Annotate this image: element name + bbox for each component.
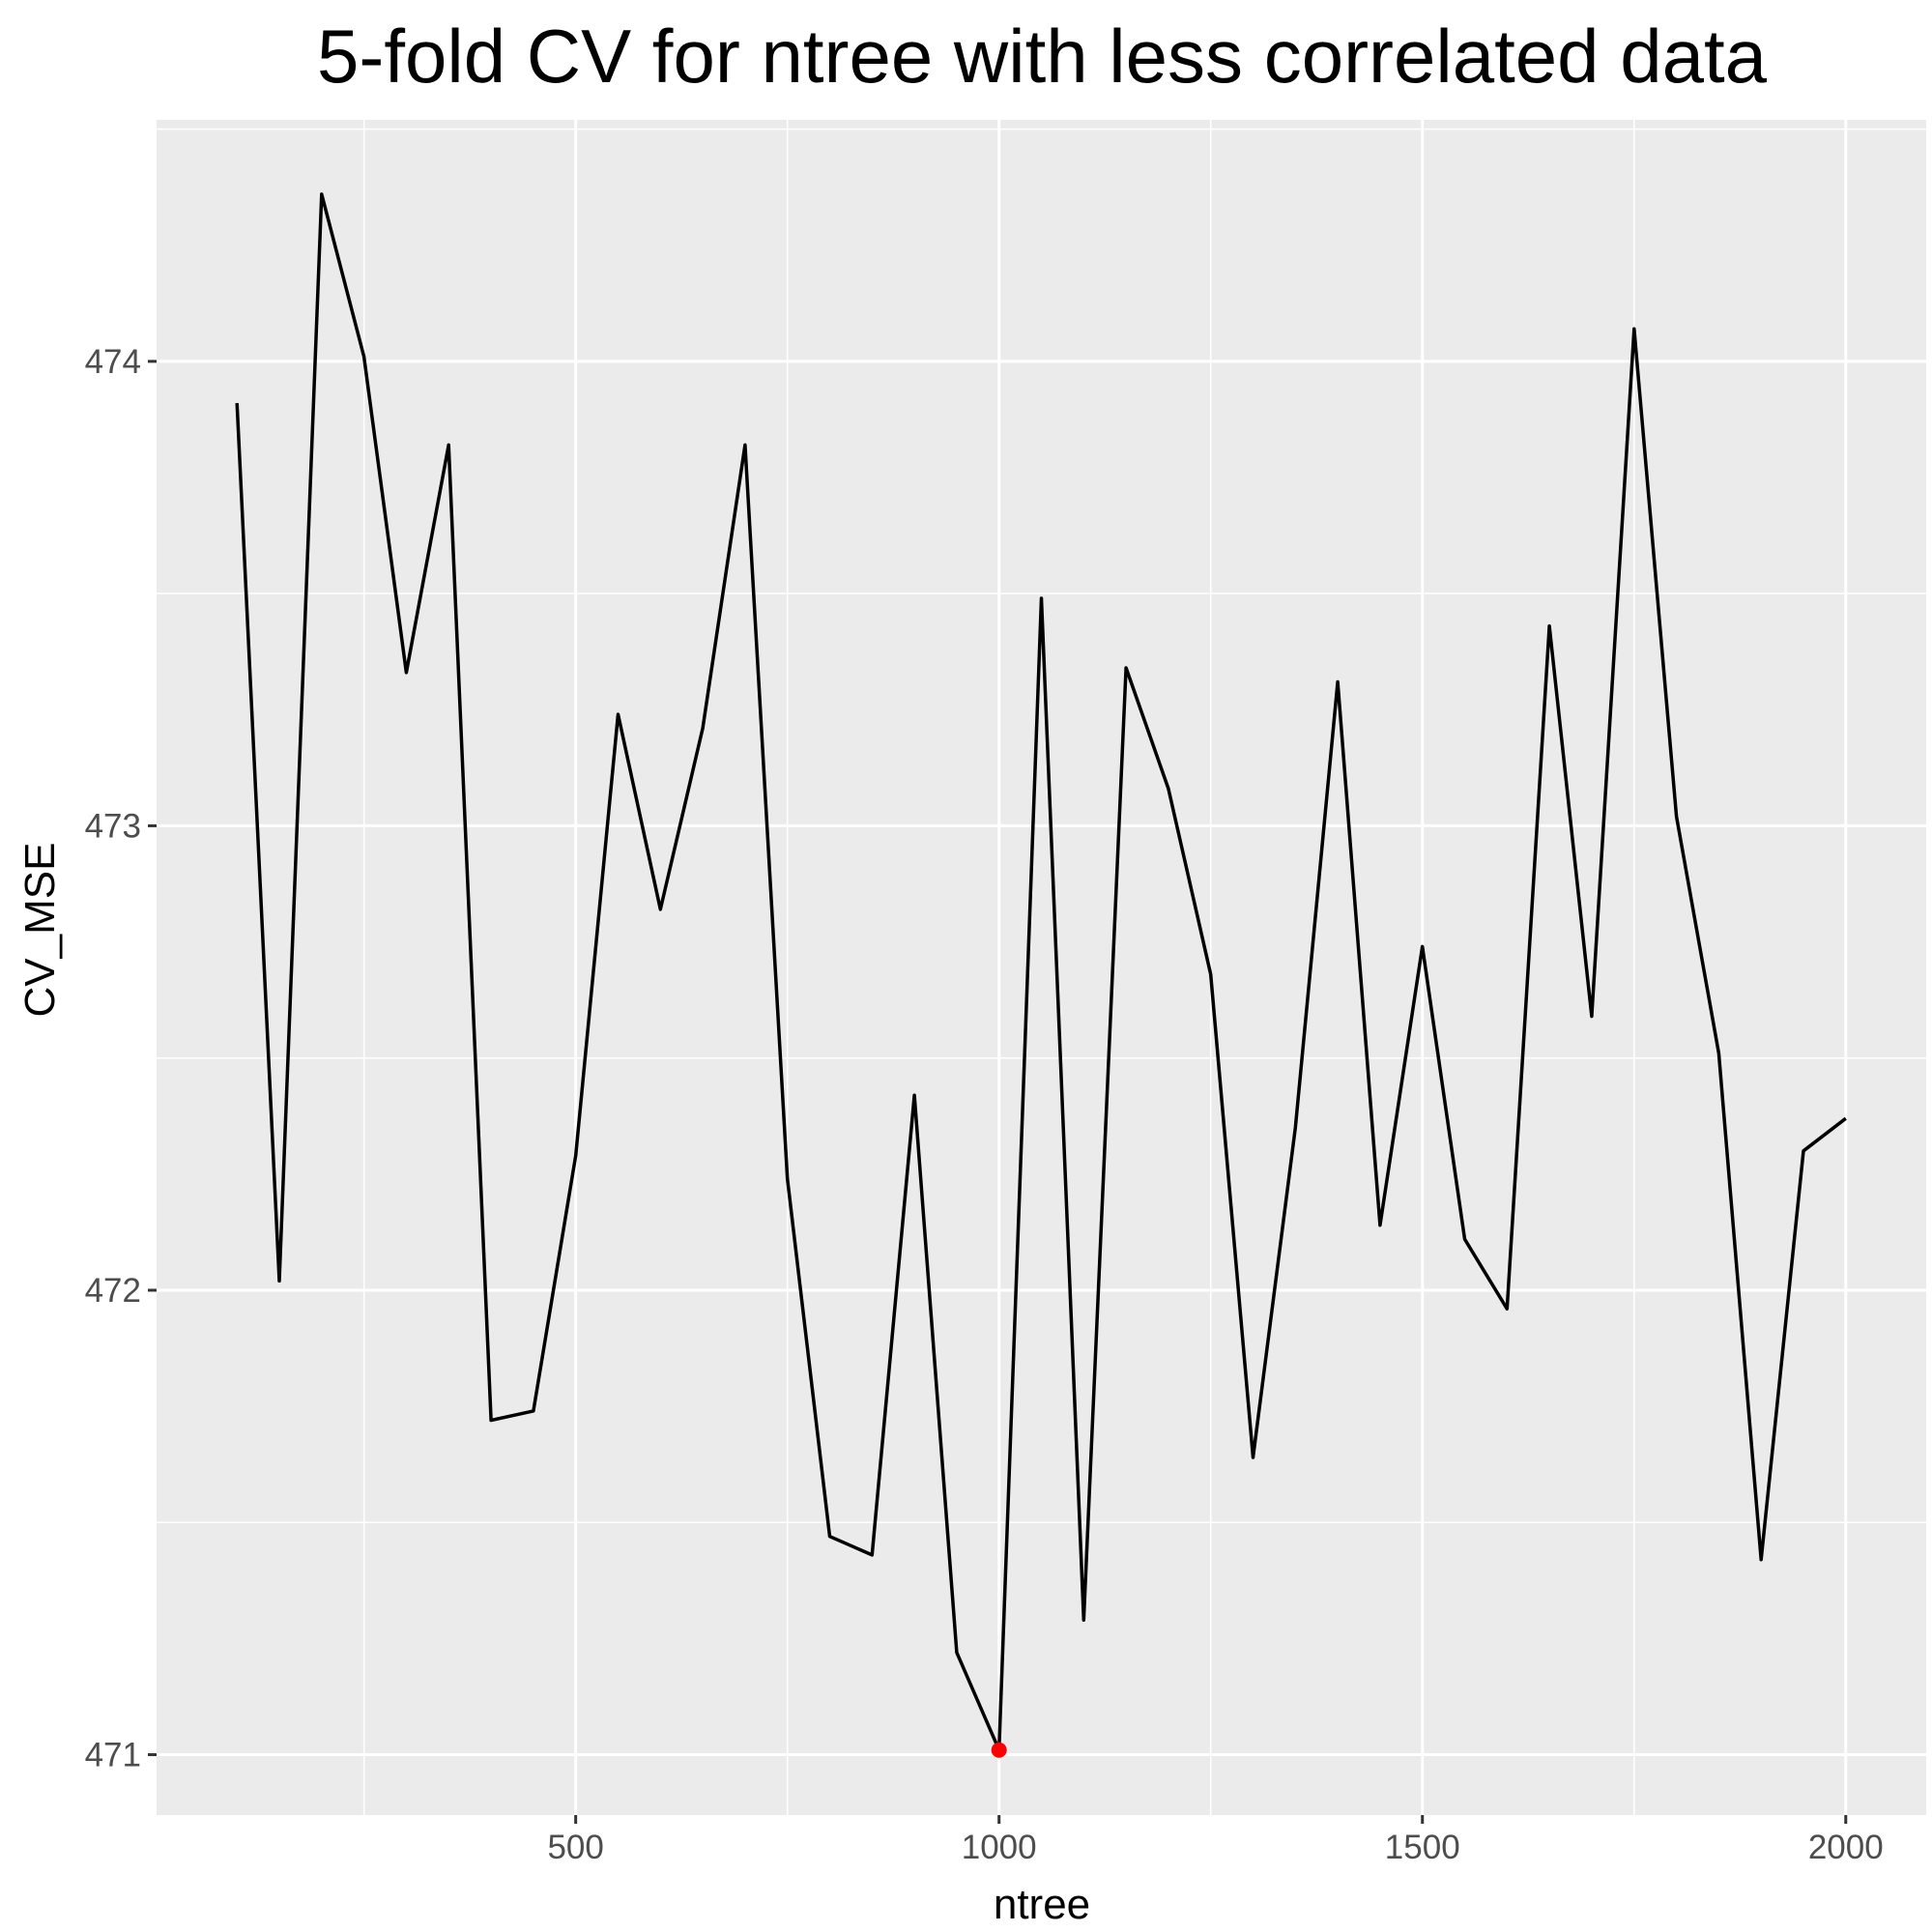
axes: 500 1000 1500 2000 471 472 473 474 [85, 343, 1884, 1866]
y-tick-label: 472 [85, 1272, 141, 1310]
y-tick-label: 474 [85, 343, 141, 381]
min-point-marker [991, 1742, 1007, 1758]
series [235, 192, 1847, 1758]
x-tick-label: 500 [547, 1829, 603, 1866]
series-line [235, 192, 1847, 1752]
x-tick-label: 1500 [1385, 1829, 1460, 1866]
y-axis-title: CV_MSE [16, 843, 64, 1018]
grid [157, 120, 1926, 1815]
x-tick-label: 1000 [962, 1829, 1037, 1866]
y-tick-label: 473 [85, 807, 141, 845]
x-axis-title: ntree [994, 1881, 1090, 1928]
chart-title: 5-fold CV for ntree with less correlated… [317, 14, 1768, 99]
x-tick-label: 2000 [1808, 1829, 1884, 1866]
plot-panel [157, 120, 1926, 1815]
y-tick-label: 471 [85, 1737, 141, 1774]
